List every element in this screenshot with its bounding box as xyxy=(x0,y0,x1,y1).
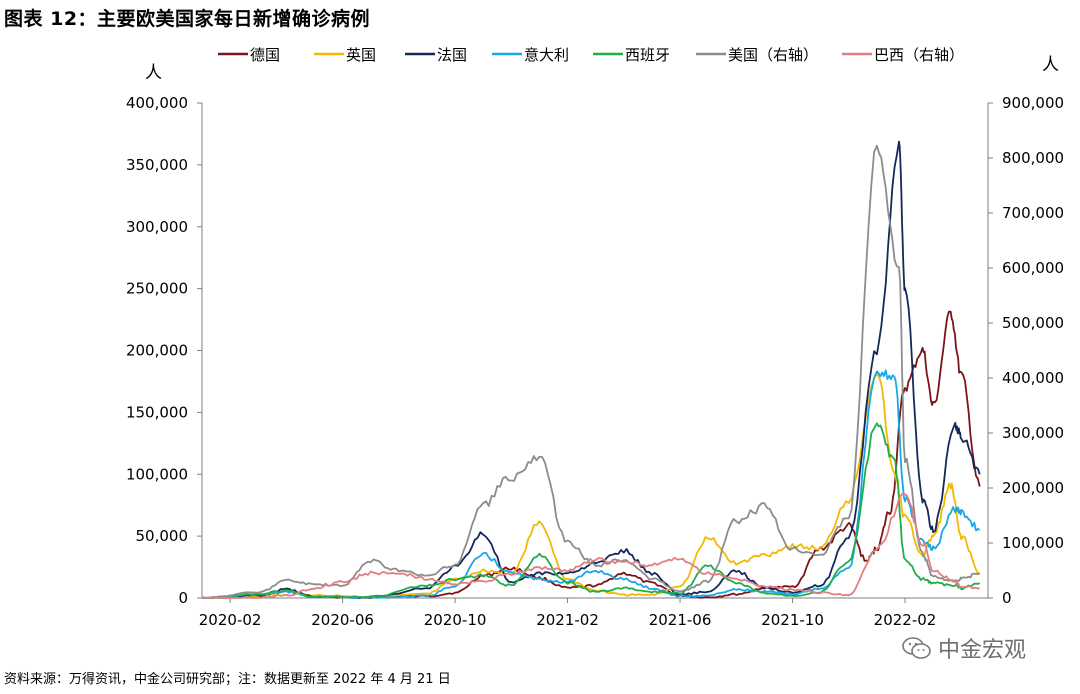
legend-label: 美国（右轴） xyxy=(728,46,818,64)
series-line-1 xyxy=(202,310,981,599)
watermark-text: 中金宏观 xyxy=(938,638,1027,663)
legend-label: 德国 xyxy=(250,46,280,64)
watermark: 中金宏观 xyxy=(902,632,1026,664)
wechat-icon xyxy=(902,637,931,659)
series-lines xyxy=(201,140,981,599)
x-tick-label: 2020-02 xyxy=(199,611,262,629)
series-line-4 xyxy=(202,369,981,599)
right-tick-label: 900,000 xyxy=(1002,94,1064,112)
x-tick-label: 2021-02 xyxy=(536,611,599,629)
x-tick-label: 2022-02 xyxy=(874,611,937,629)
right-tick-label: 200,000 xyxy=(1002,479,1064,497)
left-tick-label: 150,000 xyxy=(126,403,188,421)
right-tick-label: 500,000 xyxy=(1002,314,1064,332)
series-line-5 xyxy=(202,422,981,599)
series-line-7 xyxy=(201,493,980,599)
legend-label: 法国 xyxy=(437,46,467,64)
chart-title: 图表 12：主要欧美国家每日新增确诊病例 xyxy=(4,8,371,30)
source-note: 资料来源：万得资讯，中金公司研究部；注：数据更新至 2022 年 4 月 21 … xyxy=(4,672,451,687)
right-tick-label: 100,000 xyxy=(1002,534,1064,552)
left-tick-label: 250,000 xyxy=(126,280,188,298)
left-axis-unit: 人 xyxy=(145,63,162,83)
series-line-2 xyxy=(201,372,980,599)
right-tick-label: 400,000 xyxy=(1002,369,1064,387)
legend: 德国 英国 法国 意大利 西班牙 美国（右轴） 巴西（右轴） xyxy=(218,46,964,64)
x-tick-label: 2021-06 xyxy=(649,611,712,629)
right-axis-unit: 人 xyxy=(1042,55,1059,75)
series-line-6 xyxy=(201,144,981,599)
right-tick-label: 800,000 xyxy=(1002,149,1064,167)
left-tick-label: 350,000 xyxy=(126,156,188,174)
axes: 0 50,000 100,000 150,000 200,000 250,000 300,0… xyxy=(126,55,1064,629)
series-line-3 xyxy=(201,140,981,599)
legend-label: 巴西（右轴） xyxy=(874,46,964,64)
left-tick-label: 50,000 xyxy=(136,527,189,545)
left-tick-label: 300,000 xyxy=(126,218,188,236)
right-tick-label: 300,000 xyxy=(1002,424,1064,442)
x-tick-label: 2020-10 xyxy=(424,611,487,629)
x-tick-label: 2020-06 xyxy=(311,611,374,629)
legend-label: 意大利 xyxy=(524,46,569,64)
left-tick-label: 400,000 xyxy=(126,94,188,112)
left-tick-label: 0 xyxy=(178,589,188,607)
right-tick-label: 0 xyxy=(1002,589,1012,607)
legend-label: 西班牙 xyxy=(625,46,670,64)
legend-label: 英国 xyxy=(346,46,376,64)
left-tick-label: 200,000 xyxy=(126,342,188,360)
right-tick-label: 700,000 xyxy=(1002,204,1064,222)
left-tick-label: 100,000 xyxy=(126,465,188,483)
x-tick-label: 2021-10 xyxy=(761,611,824,629)
right-tick-label: 600,000 xyxy=(1002,259,1064,277)
